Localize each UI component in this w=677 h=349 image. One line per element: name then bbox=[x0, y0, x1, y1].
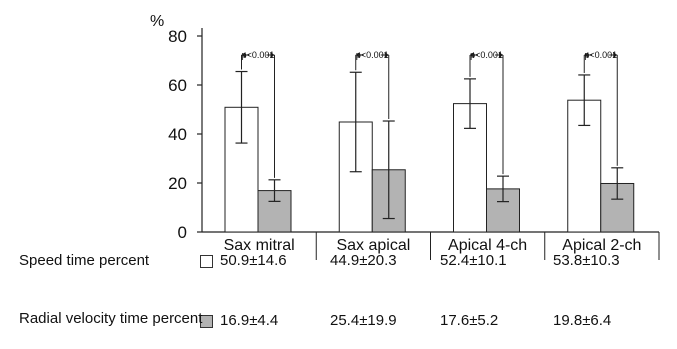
y-tick-label: 20 bbox=[168, 174, 187, 193]
x-tick-label: Apical 2-ch bbox=[562, 237, 641, 254]
significance-label: p<0.001 bbox=[470, 50, 503, 60]
significance-arrow bbox=[241, 52, 246, 58]
x-tick-label: Apical 4-ch bbox=[448, 237, 527, 254]
y-tick-label: 80 bbox=[168, 27, 187, 46]
bar bbox=[338, 121, 373, 233]
significance-arrow bbox=[384, 52, 389, 58]
significance-label: p<0.001 bbox=[242, 50, 275, 60]
significance-arrow bbox=[355, 52, 360, 58]
significance-arrow bbox=[270, 52, 275, 58]
significance-arrow bbox=[499, 52, 503, 58]
significance-label: p<0.001 bbox=[584, 50, 617, 60]
significance-label: p<0.001 bbox=[356, 50, 389, 60]
y-tick-label: 40 bbox=[168, 125, 187, 144]
y-tick-label: 60 bbox=[168, 76, 187, 95]
y-tick-label: 0 bbox=[178, 223, 187, 242]
bar bbox=[257, 190, 292, 233]
significance-arrow bbox=[584, 52, 589, 58]
x-tick-label: Sax mitral bbox=[224, 237, 295, 254]
x-tick-label: Sax apical bbox=[336, 237, 410, 254]
significance-arrow bbox=[470, 52, 474, 58]
significance-arrow bbox=[613, 52, 618, 58]
y-axis-label: % bbox=[150, 13, 164, 30]
